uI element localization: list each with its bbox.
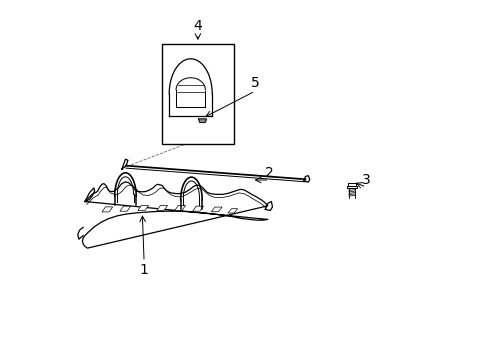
Polygon shape	[157, 206, 167, 211]
Polygon shape	[82, 182, 267, 248]
Polygon shape	[192, 206, 203, 211]
Text: 1: 1	[140, 263, 148, 276]
Polygon shape	[198, 119, 206, 122]
Polygon shape	[347, 183, 355, 186]
Text: 4: 4	[193, 19, 202, 33]
Text: 5: 5	[250, 76, 259, 90]
Polygon shape	[227, 209, 237, 213]
Text: 3: 3	[361, 173, 370, 187]
Polygon shape	[120, 206, 130, 211]
Polygon shape	[346, 186, 356, 188]
Polygon shape	[174, 206, 185, 211]
Bar	[162, 44, 233, 144]
Polygon shape	[211, 207, 222, 212]
Text: 2: 2	[264, 166, 273, 180]
Polygon shape	[138, 206, 148, 211]
Polygon shape	[102, 207, 112, 212]
